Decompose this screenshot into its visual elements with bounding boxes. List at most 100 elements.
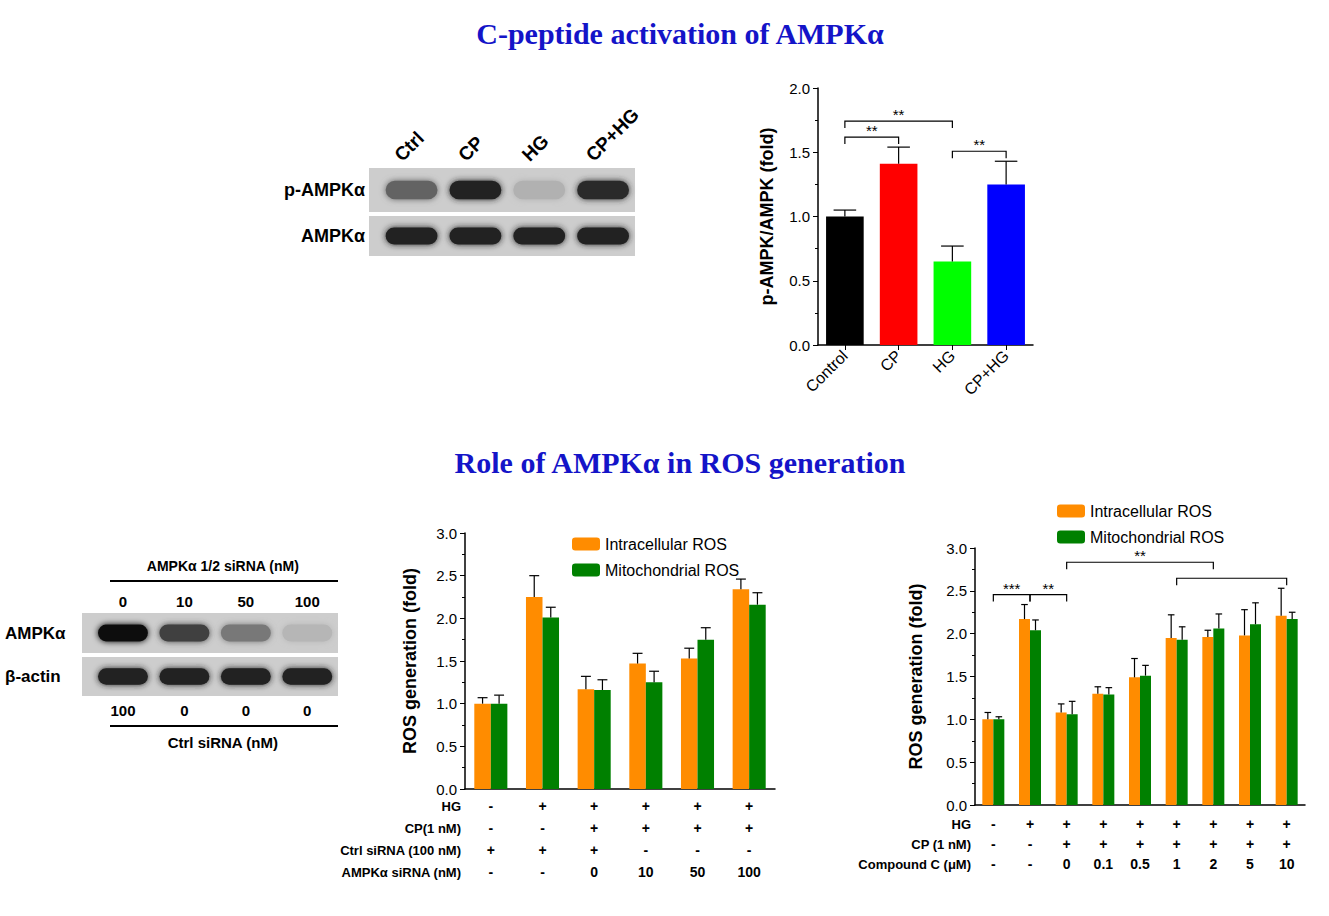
svg-text:+: + [745,798,753,814]
svg-text:Mitochondrial ROS: Mitochondrial ROS [605,562,739,579]
svg-text:1.5: 1.5 [789,144,810,161]
svg-text:-: - [643,842,648,858]
svg-text:+: + [693,798,701,814]
svg-text:-: - [991,836,996,852]
svg-text:Mitochondrial ROS: Mitochondrial ROS [1090,529,1224,546]
svg-text:100: 100 [110,702,135,719]
svg-text:+: + [1173,816,1181,832]
svg-text:Role of AMPKα in ROS generatio: Role of AMPKα in ROS generation [455,446,906,479]
svg-text:+: + [1246,836,1254,852]
svg-text:Intracellular ROS: Intracellular ROS [1090,503,1212,520]
svg-text:100: 100 [295,593,320,610]
svg-text:0: 0 [1063,856,1071,872]
svg-text:0.5: 0.5 [789,272,810,289]
svg-text:-: - [488,864,493,880]
svg-text:+: + [1209,816,1217,832]
svg-text:0.5: 0.5 [436,738,457,755]
svg-text:+: + [1136,816,1144,832]
svg-text:AMPKα siRNA (nM): AMPKα siRNA (nM) [342,865,461,880]
svg-text:AMPKα: AMPKα [301,226,365,246]
svg-text:+: + [1026,816,1034,832]
svg-text:0.0: 0.0 [789,337,810,354]
svg-text:+: + [1099,836,1107,852]
svg-text:-: - [991,856,996,872]
svg-text:2.5: 2.5 [436,567,457,584]
svg-text:2.0: 2.0 [789,80,810,97]
svg-text:+: + [590,820,598,836]
svg-text:CP (1 nM): CP (1 nM) [911,837,971,852]
svg-text:Control: Control [802,347,850,395]
svg-text:5: 5 [1246,856,1254,872]
svg-text:10: 10 [638,864,654,880]
svg-text:**: ** [1042,580,1054,597]
svg-text:+: + [590,798,598,814]
svg-text:CP+HG: CP+HG [582,104,643,165]
svg-text:2.5: 2.5 [946,582,967,599]
svg-text:+: + [1209,836,1217,852]
svg-text:1: 1 [1173,856,1181,872]
svg-text:+: + [1246,816,1254,832]
svg-text:ROS generation (fold): ROS generation (fold) [400,568,420,754]
svg-text:AMPKα: AMPKα [5,624,66,643]
svg-text:0.5: 0.5 [1130,856,1150,872]
svg-text:0: 0 [303,702,311,719]
svg-text:0: 0 [242,702,250,719]
svg-text:ROS generation (fold): ROS generation (fold) [906,584,926,770]
svg-text:0: 0 [119,593,127,610]
svg-text:Ctrl siRNA (nM): Ctrl siRNA (nM) [168,734,278,751]
svg-text:CP+HG: CP+HG [961,347,1012,398]
svg-text:+: + [1173,836,1181,852]
svg-text:-: - [991,816,996,832]
svg-text:CP: CP [454,132,488,166]
svg-text:-: - [1028,856,1033,872]
svg-text:2.0: 2.0 [946,625,967,642]
svg-text:0: 0 [180,702,188,719]
svg-text:HG: HG [952,817,972,832]
svg-text:Compound C (μM): Compound C (μM) [858,857,971,872]
svg-text:0.0: 0.0 [946,797,967,814]
svg-text:β-actin: β-actin [5,667,61,686]
svg-text:1.0: 1.0 [789,208,810,225]
svg-text:+: + [1136,836,1144,852]
svg-text:HG: HG [929,347,958,376]
svg-text:AMPKα 1/2 siRNA (nM): AMPKα 1/2 siRNA (nM) [147,558,299,574]
svg-text:-: - [695,842,700,858]
svg-text:-: - [540,820,545,836]
svg-text:10: 10 [1279,856,1295,872]
svg-text:CP: CP [877,347,905,375]
svg-text:**: ** [973,136,985,153]
svg-text:HG: HG [518,130,553,165]
svg-text:0.5: 0.5 [946,754,967,771]
svg-text:1.0: 1.0 [946,711,967,728]
svg-text:1.0: 1.0 [436,695,457,712]
svg-text:+: + [538,798,546,814]
svg-text:+: + [1099,816,1107,832]
svg-text:1.5: 1.5 [946,668,967,685]
svg-text:100: 100 [737,864,761,880]
svg-text:3.0: 3.0 [946,540,967,557]
svg-text:+: + [642,798,650,814]
svg-text:+: + [642,820,650,836]
svg-text:50: 50 [690,864,706,880]
svg-text:0.0: 0.0 [436,781,457,798]
svg-text:0: 0 [590,864,598,880]
svg-text:+: + [693,820,701,836]
svg-text:p-AMPKα: p-AMPKα [284,180,365,200]
svg-text:p-AMPK/AMPK (fold): p-AMPK/AMPK (fold) [757,128,777,306]
svg-text:-: - [747,842,752,858]
svg-text:Intracellular ROS: Intracellular ROS [605,536,727,553]
svg-text:+: + [590,842,598,858]
svg-text:+: + [538,842,546,858]
svg-text:10: 10 [176,593,193,610]
svg-text:+: + [1283,816,1291,832]
svg-text:+: + [487,842,495,858]
svg-text:+: + [1063,836,1071,852]
svg-text:HG: HG [442,799,462,814]
svg-text:Ctrl: Ctrl [390,127,428,165]
svg-text:+: + [745,820,753,836]
svg-text:C-peptide activation of AMPKα: C-peptide activation of AMPKα [476,17,884,50]
svg-text:3.0: 3.0 [436,525,457,542]
svg-text:**: ** [866,122,878,139]
svg-text:**: ** [1134,547,1146,564]
svg-text:-: - [540,864,545,880]
